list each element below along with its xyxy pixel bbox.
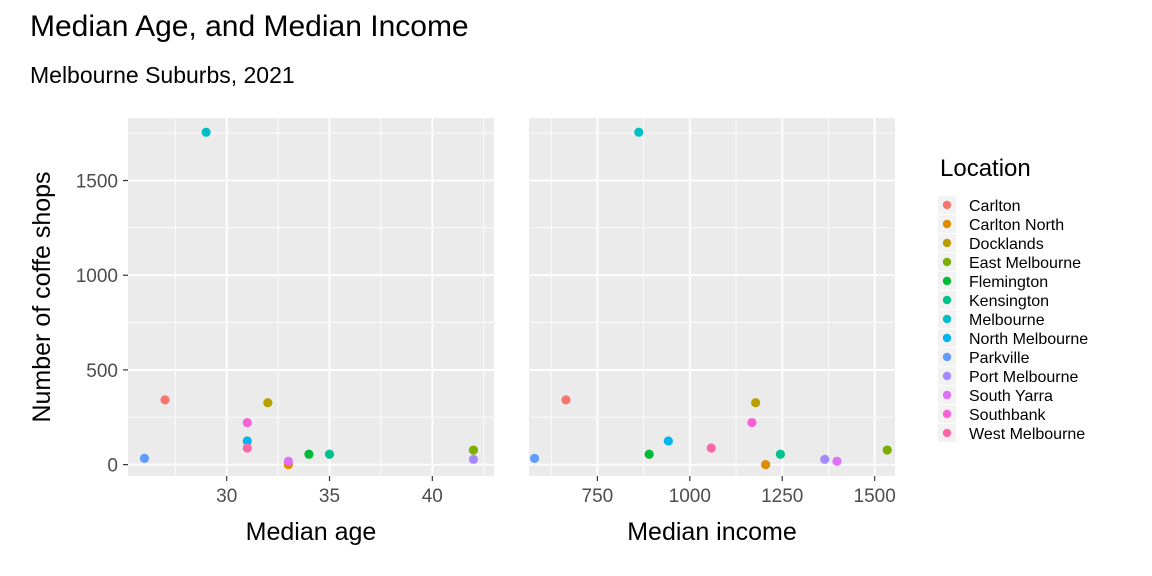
y-tick-label: 1000 [76, 266, 118, 287]
legend-swatch [942, 428, 952, 438]
panel-median-age: 30 35 40 [128, 118, 494, 507]
data-point-flemington [304, 449, 314, 459]
legend-label: Southbank [969, 407, 1047, 424]
legend-label: Carlton [969, 198, 1021, 215]
data-point-port-melbourne [820, 454, 830, 464]
x-axis-title-income: Median income [627, 518, 797, 546]
panel-median-income: 750 1000 1250 1500 [529, 118, 896, 507]
data-point-north-melbourne [242, 436, 252, 446]
data-point-east-melbourne [882, 445, 892, 455]
legend: Location Carlton Carlton North Docklands Ea… [938, 155, 1088, 443]
legend-swatch [942, 409, 952, 419]
legend-swatch [942, 314, 952, 324]
legend-label: Port Melbourne [969, 369, 1078, 386]
data-point-port-melbourne [468, 454, 479, 464]
legend-swatch [942, 390, 952, 400]
data-point-carlton-north [761, 460, 771, 470]
x-tick-label: 750 [582, 486, 614, 507]
data-point-melbourne [634, 127, 644, 137]
data-point-kensington [775, 449, 785, 459]
legend-label: East Melbourne [969, 255, 1081, 272]
data-point-carlton [160, 395, 170, 405]
data-point-flemington [644, 449, 654, 459]
panel-background [529, 118, 895, 476]
legend-label: Parkville [969, 350, 1030, 367]
data-point-north-melbourne [663, 436, 673, 446]
data-point-south-yarra [283, 456, 293, 466]
legend-swatch [942, 257, 952, 267]
x-tick-label: 1250 [761, 486, 803, 507]
legend-label: Flemington [969, 274, 1048, 291]
y-tick-label: 1500 [76, 172, 118, 193]
chart-subtitle: Melbourne Suburbs, 2021 [30, 62, 295, 88]
legend-swatch [942, 371, 952, 381]
y-tick-label: 500 [86, 361, 118, 382]
legend-label: South Yarra [969, 388, 1053, 405]
panel-background [128, 118, 494, 476]
legend-swatch [942, 352, 952, 362]
x-tick-label: 40 [422, 486, 443, 507]
data-point-carlton [561, 395, 571, 405]
data-point-docklands [263, 398, 273, 408]
y-axis-title: Number of coffe shops [28, 171, 56, 422]
x-tick-label: 30 [216, 486, 237, 507]
x-tick-label: 1500 [854, 486, 896, 507]
data-point-parkville [529, 453, 540, 463]
data-point-kensington [324, 449, 335, 459]
y-tick-label: 0 [107, 456, 118, 477]
legend-label: West Melbourne [969, 426, 1085, 443]
legend-title: Location [940, 155, 1031, 182]
data-point-east-melbourne [468, 445, 479, 455]
legend-swatch [942, 276, 952, 286]
legend-swatch [942, 200, 952, 210]
x-tick-label: 35 [319, 486, 340, 507]
legend-label: Carlton North [969, 217, 1064, 234]
x-tick-label: 1000 [669, 486, 711, 507]
data-point-west-melbourne [242, 443, 252, 453]
legend-label: North Melbourne [969, 331, 1088, 348]
data-point-west-melbourne [706, 443, 716, 453]
data-point-south-yarra [832, 456, 842, 466]
x-axis-title-age: Median age [246, 518, 377, 546]
legend-label: Docklands [969, 236, 1044, 253]
legend-swatch [942, 333, 952, 343]
legend-label: Kensington [969, 293, 1049, 310]
legend-label: Melbourne [969, 312, 1045, 329]
legend-swatch [942, 238, 952, 248]
data-point-southbank [747, 417, 757, 428]
data-point-melbourne [201, 127, 211, 137]
data-point-southbank [242, 417, 252, 428]
y-axis: 0 500 1000 1500 [76, 172, 128, 477]
legend-swatch [942, 219, 952, 229]
chart-title: Median Age, and Median Income [30, 10, 469, 43]
data-point-docklands [751, 398, 761, 408]
data-point-parkville [139, 453, 150, 463]
legend-swatch [942, 295, 952, 305]
